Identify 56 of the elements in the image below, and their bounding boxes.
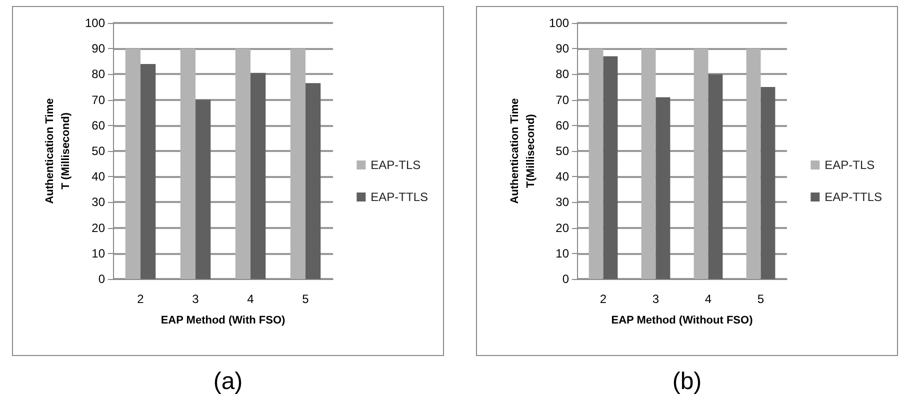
- bar: [235, 48, 250, 279]
- y-tick-label: 100: [548, 16, 570, 30]
- x-tick-label: 3: [652, 292, 660, 306]
- y-axis-title: Authentication Time T (Millisecond): [44, 98, 72, 204]
- y-tick-label: 30: [556, 195, 570, 210]
- legend-label: EAP-TTLS: [370, 190, 428, 204]
- bar: [250, 72, 266, 279]
- y-tick-label: 50: [556, 144, 570, 158]
- y-tick-label: 40: [92, 170, 106, 184]
- y-tick-label: 70: [556, 92, 570, 107]
- y-tick-label: 90: [92, 42, 106, 56]
- bar: [708, 74, 723, 279]
- legend-label: EAP-TLS: [824, 158, 875, 172]
- y-tick-label: 100: [84, 16, 106, 30]
- bar: [588, 48, 604, 279]
- y-tick-label: 80: [556, 67, 570, 82]
- legend-label: EAP-TLS: [370, 158, 421, 172]
- y-tick-label: 20: [556, 220, 570, 235]
- x-tick-label: 4: [247, 292, 254, 306]
- y-tick-label: 10: [556, 246, 570, 260]
- y-tick-label: 60: [92, 118, 106, 132]
- x-axis-title: EAP Method (Without FSO): [611, 314, 754, 326]
- bar: [140, 64, 156, 279]
- x-tick-label: 3: [192, 292, 200, 306]
- bar: [125, 48, 140, 279]
- bar: [656, 97, 670, 279]
- x-tick-label: 2: [600, 292, 607, 306]
- text: (b): [671, 368, 703, 396]
- bar: [180, 48, 196, 279]
- legend-label: EAP-TTLS: [824, 190, 882, 204]
- x-tick-label: 4: [704, 292, 712, 306]
- x-axis-title: EAP Method (With FSO): [160, 314, 286, 326]
- bar: [694, 48, 708, 279]
- y-tick-label: 20: [92, 220, 106, 235]
- y-tick-label: 80: [92, 67, 106, 82]
- y-tick-label: 70: [92, 92, 106, 107]
- bar: [306, 83, 321, 279]
- bar: [196, 100, 211, 279]
- y-tick-label: 50: [92, 144, 106, 158]
- y-tick-label: 10: [92, 246, 106, 260]
- x-tick-label: 2: [137, 292, 144, 306]
- bar: [746, 48, 761, 279]
- y-tick-label: 30: [92, 195, 106, 210]
- y-tick-label: 0: [562, 272, 570, 286]
- bar: [760, 87, 776, 279]
- bar: [603, 56, 618, 279]
- x-tick-label: 5: [757, 292, 764, 306]
- x-tick-label: 5: [302, 292, 310, 306]
- bar: [641, 48, 656, 279]
- text: (a): [212, 368, 244, 396]
- bar: [290, 48, 306, 279]
- y-tick-label: 40: [556, 170, 570, 184]
- y-tick-label: 60: [556, 118, 570, 132]
- y-tick-label: 90: [556, 42, 570, 56]
- y-tick-label: 0: [98, 272, 106, 286]
- y-axis-title: Authentication Time T(Millisecond): [509, 98, 537, 204]
